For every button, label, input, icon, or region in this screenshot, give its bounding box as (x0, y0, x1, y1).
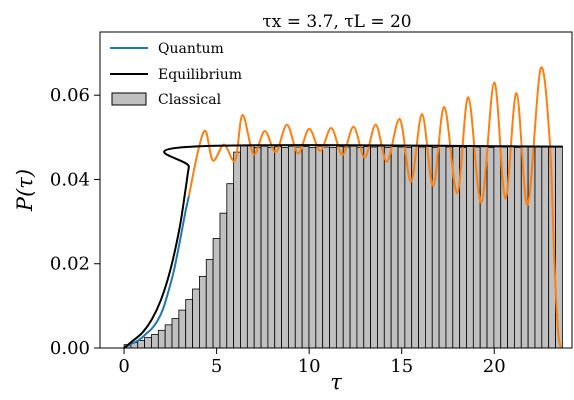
histogram-bar (363, 146, 372, 349)
histogram-bar (226, 183, 235, 349)
legend-swatch-classical (111, 92, 147, 106)
plot-frame (99, 31, 573, 349)
histogram-bar (308, 147, 317, 349)
histogram-bar (157, 329, 166, 349)
series-line-equilibrium (123, 144, 563, 349)
histogram-bar (322, 146, 330, 349)
legend-label-equilibrium: Equilibrium (158, 67, 242, 83)
histogram-bar (198, 275, 207, 349)
histogram-bar (377, 145, 385, 349)
x-tick-label: 15 (390, 356, 413, 377)
histogram-bar (240, 145, 248, 349)
y-tick-label: 0.04 (50, 169, 90, 190)
legend-label-quantum: Quantum (158, 41, 224, 57)
histogram-bar (493, 145, 502, 349)
histogram-bar (349, 145, 358, 349)
histogram-bar (370, 146, 378, 349)
histogram-bar (294, 146, 303, 349)
histogram-bar (466, 145, 474, 349)
x-tick-label: 5 (211, 356, 222, 377)
histogram-bar (445, 146, 454, 349)
histogram-bar (233, 151, 241, 349)
histogram-bar (383, 147, 392, 349)
histogram-bar (301, 146, 310, 349)
histogram-bar (281, 147, 289, 349)
x-tick-label: 20 (483, 356, 506, 377)
legend-label-classical: Classical (158, 92, 222, 108)
histogram-bar (514, 147, 522, 349)
x-tick-label: 10 (298, 356, 321, 377)
series-lines (123, 66, 563, 349)
histogram-bar (329, 147, 337, 349)
x-axis-label: τ (330, 370, 342, 394)
histogram-bar (178, 309, 187, 349)
series-line-quantum (123, 196, 190, 349)
histogram-bar (151, 334, 159, 349)
histogram-bar (205, 259, 214, 349)
chart-title: τx = 3.7, τL = 20 (262, 12, 411, 32)
histogram-bar (246, 144, 255, 349)
histogram-bar (356, 147, 365, 349)
histogram-bar (212, 238, 221, 349)
histogram-bar (219, 212, 228, 349)
histogram-bar (260, 145, 269, 349)
x-axis-ticks: 0 5 10 15 20 (118, 348, 506, 377)
x-tick-label: 0 (118, 356, 129, 377)
legend: Quantum Equilibrium Classical (110, 41, 242, 108)
histogram-bar (418, 146, 426, 349)
histogram-bar (144, 337, 152, 349)
series-line-oscillation (187, 66, 562, 349)
histogram-bar (315, 145, 324, 349)
y-tick-label: 0.00 (50, 338, 90, 359)
histogram-bar (397, 146, 406, 349)
y-axis-label: P(τ) (13, 169, 37, 212)
y-axis-ticks: 0.00 0.02 0.04 0.06 (50, 85, 100, 359)
histogram-bar (274, 146, 282, 349)
histogram-bar (164, 324, 173, 349)
histogram-bar (438, 145, 447, 349)
histogram-bar (520, 145, 529, 349)
histogram-bar (486, 147, 495, 349)
y-tick-label: 0.02 (50, 254, 90, 275)
histogram-bar (185, 299, 193, 349)
y-tick-label: 0.06 (50, 85, 90, 106)
histogram-bar (479, 146, 488, 349)
histogram-bar (541, 146, 550, 349)
histogram-bars (123, 144, 563, 349)
histogram-bar (267, 147, 276, 349)
histogram-bar (288, 145, 296, 349)
histogram-bar (137, 340, 146, 349)
histogram-bar (342, 146, 351, 349)
histogram-bar (335, 146, 344, 349)
histogram-bar (253, 147, 262, 349)
histogram-bar (534, 146, 543, 349)
histogram-bar (390, 146, 399, 349)
histogram-bar (192, 288, 200, 349)
histogram-bar (171, 318, 180, 349)
